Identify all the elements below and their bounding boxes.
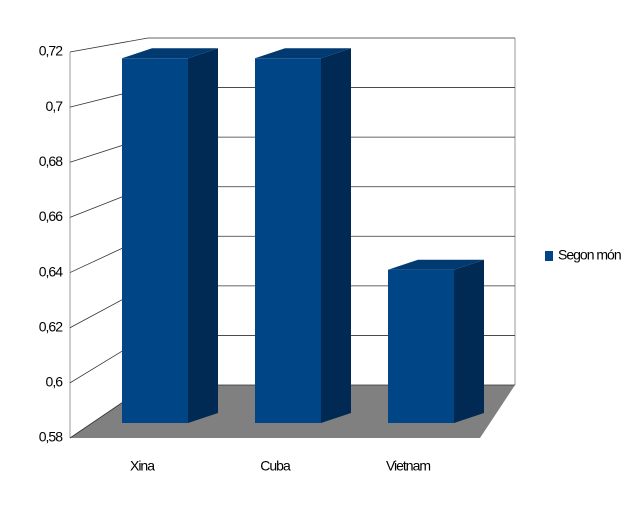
y-tick-label: 0,72 [39,43,63,59]
y-tick-label: 0,64 [39,263,63,279]
legend-label: Segon món [558,247,621,263]
x-tick-label: Vietnam [386,458,430,474]
y-tick-label: 0,7 [46,98,64,114]
bar-side [188,48,218,424]
grid-line [69,37,515,53]
bar-side [454,259,484,423]
bar-top [255,48,351,59]
y-tick-label: 0,6 [46,374,64,390]
y-tick-label: 0,66 [39,208,63,224]
bar-top [388,259,484,270]
legend-swatch [545,251,553,261]
bar-top [122,48,218,59]
bar-side [321,48,351,424]
y-tick-label: 0,68 [39,153,63,169]
bar [255,58,321,424]
y-tick-label: 0,62 [39,318,63,334]
x-tick-label: Xina [130,458,155,474]
bar [122,58,188,424]
y-tick-label: 0,58 [39,429,63,445]
bar [388,269,454,423]
x-tick-label: Cuba [260,458,291,474]
